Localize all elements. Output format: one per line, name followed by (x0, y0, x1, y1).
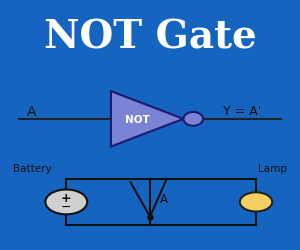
Polygon shape (111, 92, 184, 147)
Text: −: − (61, 200, 72, 213)
Text: NOT Gate: NOT Gate (44, 18, 256, 56)
Text: Battery: Battery (13, 163, 52, 173)
Circle shape (240, 192, 272, 212)
Text: +: + (61, 192, 72, 204)
Circle shape (45, 190, 87, 214)
Text: A: A (27, 104, 36, 118)
Text: Y = A': Y = A' (223, 105, 261, 118)
Text: Lamp: Lamp (258, 163, 287, 173)
Circle shape (184, 112, 203, 126)
Text: A: A (160, 192, 168, 205)
Text: NOT: NOT (125, 114, 150, 124)
